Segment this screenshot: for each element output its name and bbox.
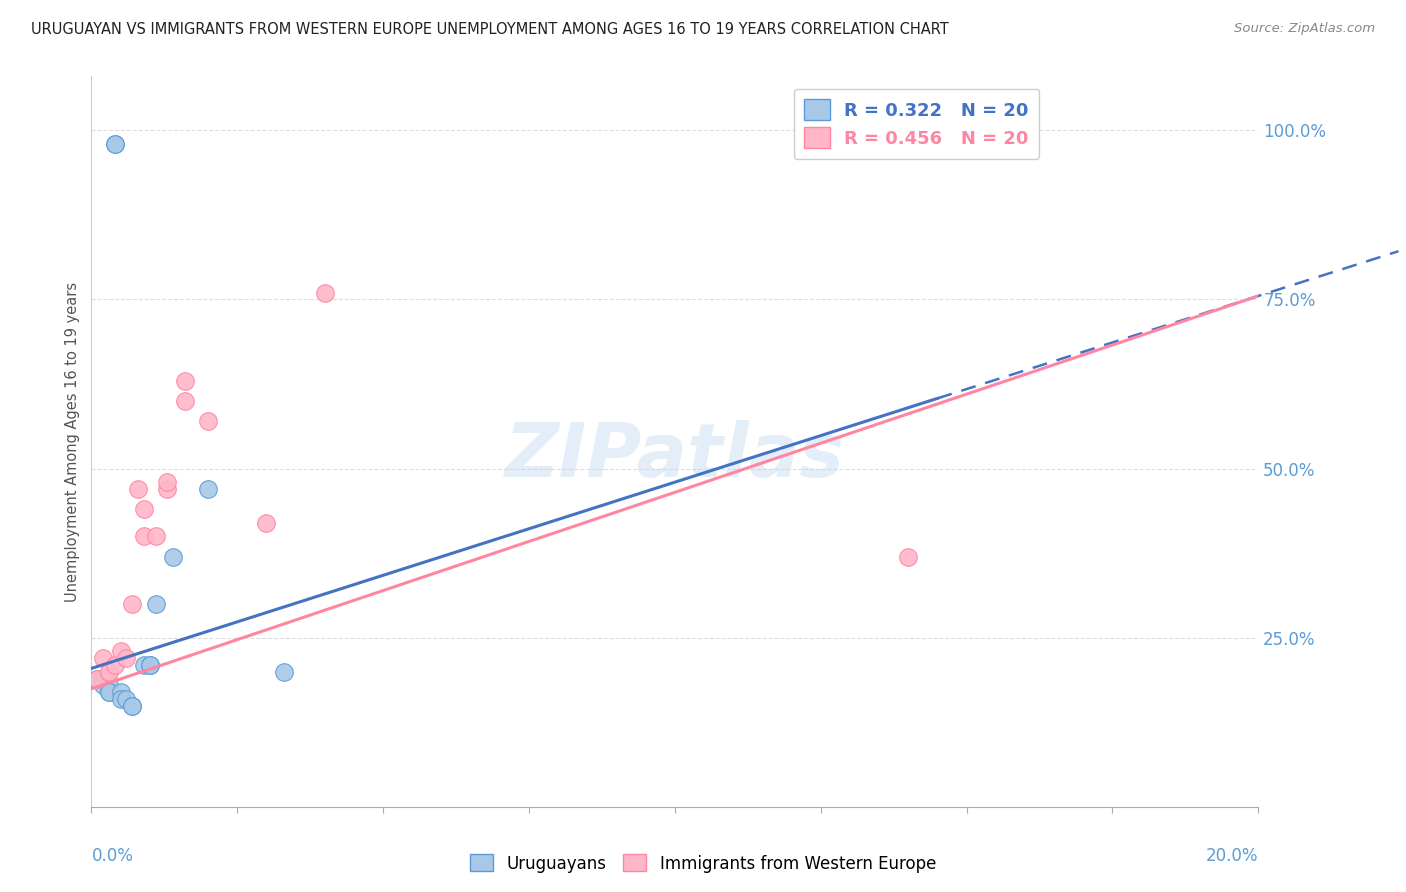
Point [91, 672, 114, 686]
Point [273, 665, 295, 679]
Point [86, 672, 108, 686]
Point [145, 529, 167, 543]
Legend: R = 0.322   N = 20, R = 0.456   N = 20: R = 0.322 N = 20, R = 0.456 N = 20 [793, 88, 1039, 159]
Point [173, 393, 195, 408]
Point [97, 685, 120, 699]
Point [132, 529, 155, 543]
Point [91, 678, 114, 692]
Point [132, 502, 155, 516]
Point [173, 374, 195, 388]
Text: 20.0%: 20.0% [1206, 847, 1258, 865]
Text: Source: ZipAtlas.com: Source: ZipAtlas.com [1234, 22, 1375, 36]
Point [197, 482, 219, 496]
Point [104, 136, 127, 151]
Point [110, 685, 132, 699]
Point [121, 597, 143, 611]
Point [156, 475, 179, 490]
Point [115, 692, 138, 706]
Point [91, 651, 114, 665]
Text: 0.0%: 0.0% [91, 847, 134, 865]
Point [97, 685, 120, 699]
Point [110, 692, 132, 706]
Point [97, 665, 120, 679]
Point [127, 482, 149, 496]
Point [86, 672, 108, 686]
Y-axis label: Unemployment Among Ages 16 to 19 years: Unemployment Among Ages 16 to 19 years [65, 282, 80, 601]
Point [104, 136, 127, 151]
Legend: Uruguayans, Immigrants from Western Europe: Uruguayans, Immigrants from Western Euro… [463, 847, 943, 880]
Point [138, 658, 162, 673]
Point [115, 651, 138, 665]
Point [110, 644, 132, 658]
Point [162, 549, 184, 564]
Point [314, 285, 336, 300]
Point [97, 665, 120, 679]
Point [121, 698, 143, 713]
Point [97, 678, 120, 692]
Point [121, 698, 143, 713]
Point [897, 549, 920, 564]
Point [156, 482, 179, 496]
Text: URUGUAYAN VS IMMIGRANTS FROM WESTERN EUROPE UNEMPLOYMENT AMONG AGES 16 TO 19 YEA: URUGUAYAN VS IMMIGRANTS FROM WESTERN EUR… [31, 22, 949, 37]
Point [145, 597, 167, 611]
Point [254, 516, 277, 530]
Point [132, 658, 155, 673]
Text: ZIPatlas: ZIPatlas [505, 419, 845, 492]
Point [104, 658, 127, 673]
Point [197, 414, 219, 428]
Point [138, 658, 162, 673]
